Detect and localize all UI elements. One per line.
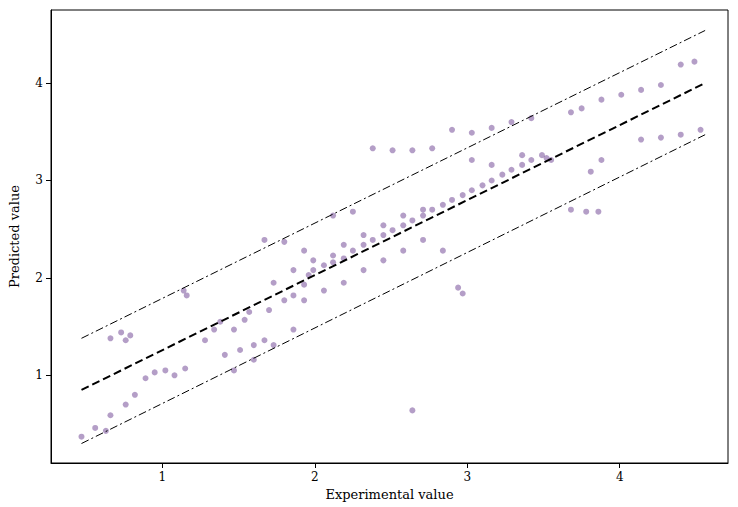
svg-text:2: 2 (35, 271, 43, 285)
svg-text:Predicted value: Predicted value (7, 185, 22, 288)
svg-text:1: 1 (35, 368, 43, 382)
svg-text:1: 1 (158, 470, 166, 484)
svg-text:3: 3 (35, 173, 43, 187)
svg-text:4: 4 (35, 76, 43, 90)
svg-text:3: 3 (463, 470, 471, 484)
svg-text:Experimental value: Experimental value (325, 487, 453, 502)
svg-text:2: 2 (311, 470, 319, 484)
svg-text:4: 4 (616, 470, 624, 484)
